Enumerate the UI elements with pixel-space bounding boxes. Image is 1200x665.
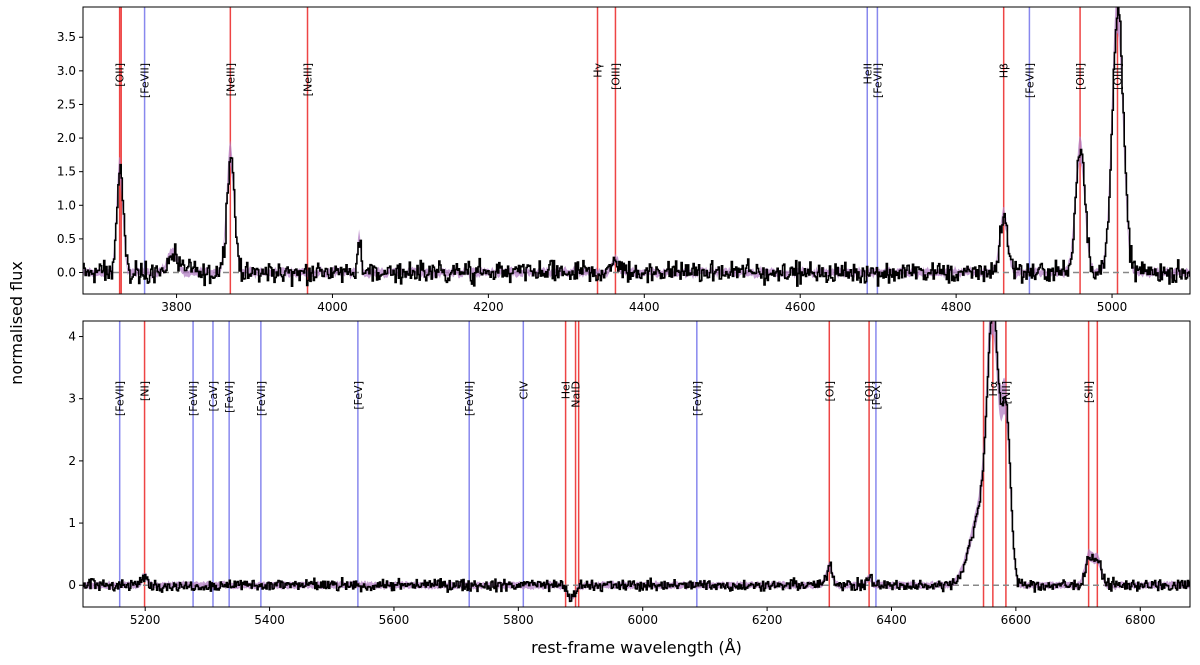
model-band-2 (83, 321, 1190, 601)
spectrum-line-2 (83, 321, 1190, 603)
x-tick-label-2-8: 6800 (1125, 613, 1156, 627)
x-tick-label-1-4: 4600 (785, 300, 816, 314)
y-tick-label-1-4: 2.0 (57, 131, 76, 145)
line-label-1-5: Hγ (592, 63, 605, 78)
x-tick-label-1-0: 3800 (161, 300, 192, 314)
y-tick-label-1-3: 1.5 (57, 165, 76, 179)
x-axis-label: rest-frame wavelength (Å) (531, 638, 742, 657)
spectrum-line-1 (83, 7, 1190, 288)
y-tick-label-1-7: 3.5 (57, 30, 76, 44)
line-label-2-4: [FeVI] (223, 381, 236, 413)
line-label-2-19: [SII] (1083, 381, 1096, 403)
x-tick-label-2-5: 6200 (752, 613, 783, 627)
y-tick-label-1-1: 0.5 (57, 232, 76, 246)
line-label-1-0: [OII] (114, 63, 127, 87)
x-tick-label-1-1: 4000 (317, 300, 348, 314)
line-label-2-8: CIV (517, 381, 530, 400)
line-label-2-5: [FeVII] (255, 381, 268, 416)
y-tick-label-2-4: 4 (68, 330, 76, 344)
line-label-1-8: [FeVII] (871, 63, 884, 98)
x-tick-label-1-3: 4400 (629, 300, 660, 314)
x-tick-label-1-6: 5000 (1097, 300, 1128, 314)
x-tick-label-2-7: 6600 (1001, 613, 1032, 627)
panel-2: [FeVII] [NI] [FeVII] [CaV] [FeVI] [FeVII] [FeV… (68, 320, 1191, 657)
line-label-2-13: [OI] (823, 381, 836, 402)
x-tick-label-2-4: 6000 (627, 613, 658, 627)
x-tick-label-2-6: 6400 (876, 613, 907, 627)
line-label-2-10: NaID (570, 381, 583, 408)
line-label-1-3: [NeIII] (224, 63, 237, 96)
x-tick-label-2-1: 5400 (254, 613, 285, 627)
line-label-2-6: [FeV] (352, 381, 365, 410)
y-tick-label-1-2: 1.0 (57, 198, 76, 212)
plot-frame-1 (82, 6, 1191, 295)
y-tick-label-1-0: 0.0 (57, 265, 76, 279)
x-tick-label-1-2: 4200 (473, 300, 504, 314)
y-tick-label-1-6: 3.0 (57, 64, 76, 78)
y-tick-label-2-2: 2 (68, 454, 76, 468)
line-label-2-14: [OI] (863, 381, 876, 402)
line-label-1-4: [NeIII] (302, 63, 315, 96)
line-label-1-9: Hβ (998, 63, 1011, 78)
y-tick-label-2-1: 1 (68, 516, 76, 530)
line-label-1-11: [OIII] (1074, 63, 1087, 90)
line-label-2-9: HeI (560, 381, 573, 399)
line-label-1-6: [OIII] (610, 63, 623, 90)
panel-1: [OII] [FeVII] [NeIII] [NeIII] Hγ [OIII] HeII[F… (57, 6, 1191, 314)
line-label-2-15: [FeX] (870, 381, 883, 410)
line-label-2-16: Hα (987, 381, 1000, 397)
line-label-2-1: [NI] (139, 381, 152, 401)
line-label-1-2: [FeVII] (139, 63, 152, 98)
line-label-2-12: [FeVII] (691, 381, 704, 416)
line-label-1-10: [FeVII] (1023, 63, 1036, 98)
y-tick-label-2-3: 3 (68, 392, 76, 406)
line-label-2-7: [FeVII] (463, 381, 476, 416)
line-label-2-3: [CaV] (207, 381, 220, 412)
line-label-2-2: [FeVII] (187, 381, 200, 416)
line-label-1-7: HeII (861, 63, 874, 85)
x-tick-label-2-3: 5800 (503, 613, 534, 627)
y-tick-label-2-0: 0 (68, 578, 76, 592)
y-tick-label-1-5: 2.5 (57, 97, 76, 111)
x-tick-label-2-2: 5600 (379, 613, 410, 627)
x-tick-label-1-5: 4800 (941, 300, 972, 314)
x-tick-label-2-0: 5200 (130, 613, 161, 627)
model-band-1 (83, 7, 1190, 280)
line-label-2-0: [FeVII] (114, 381, 127, 416)
line-label-1-12: [OIII] (1112, 63, 1125, 90)
line-label-2-18: [NII] (1000, 381, 1013, 404)
plot-frame-2 (82, 320, 1191, 608)
shared-y-axis-label: normalised flux (7, 261, 26, 385)
